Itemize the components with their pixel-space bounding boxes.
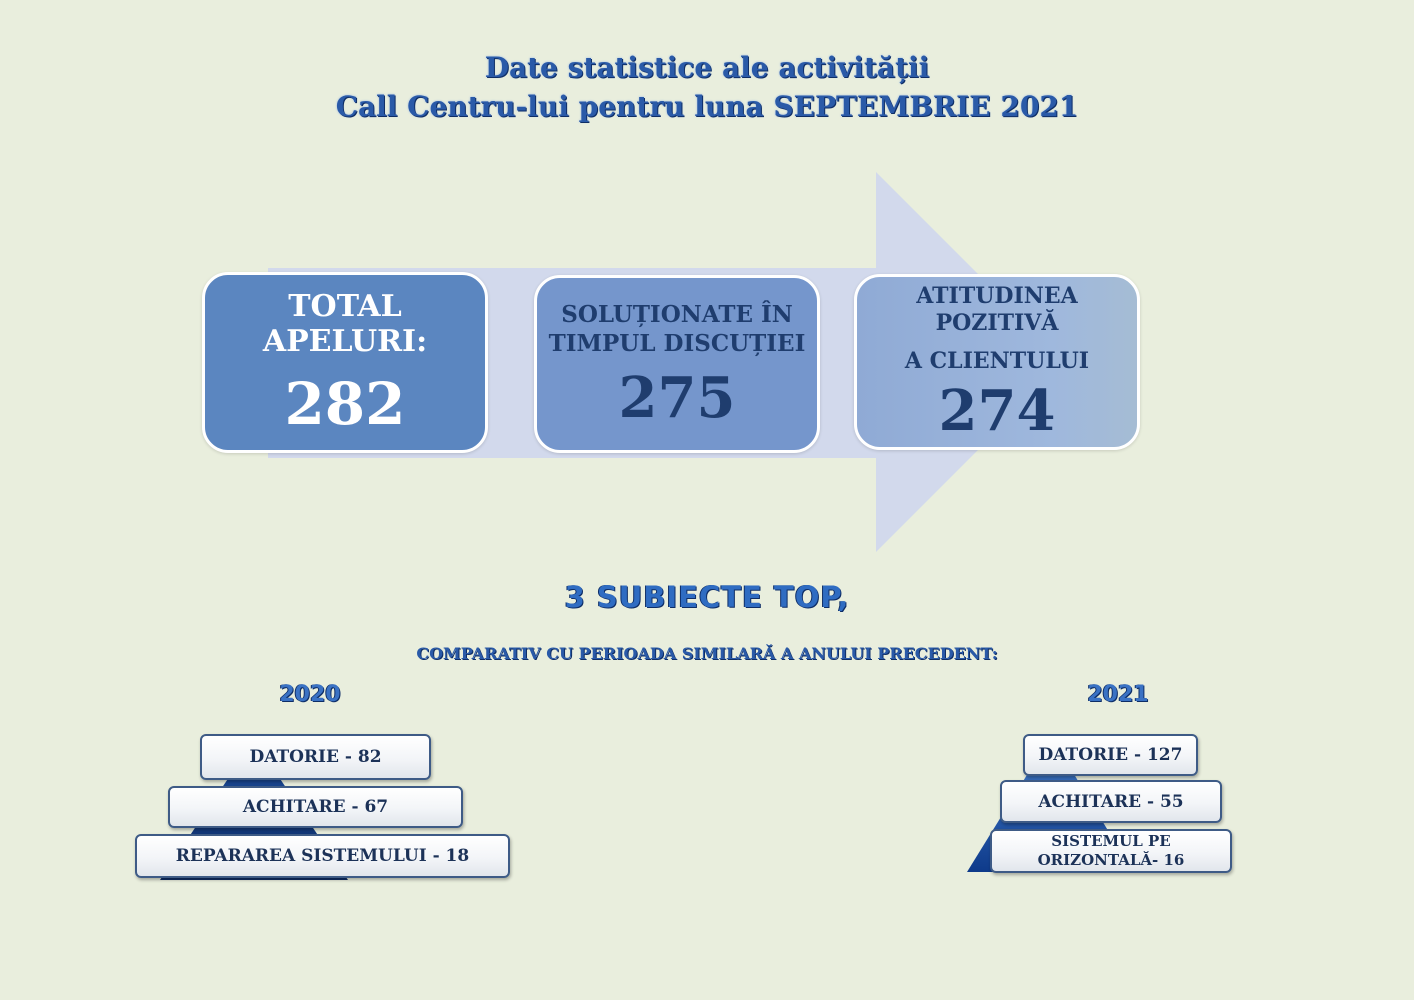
- subject-2021-item-1: DATORIE - 127: [1023, 734, 1198, 776]
- positive-attitude-box: ATITUDINEA POZITIVĂ A CLIENTULUI 274: [854, 274, 1140, 450]
- total-calls-box: TOTAL APELURI: 282: [202, 272, 488, 453]
- total-calls-value: 282: [284, 370, 406, 438]
- title-line-2: Call Centru-lui pentru luna SEPTEMBRIE 2…: [335, 90, 1079, 123]
- year-2021-label: 2021: [1087, 682, 1149, 707]
- year-2020-label: 2020: [279, 682, 341, 707]
- resolved-calls-label: SOLUȚIONATE ÎN TIMPUL DISCUȚIEI: [548, 301, 806, 357]
- subject-2020-item-1: DATORIE - 82: [200, 734, 431, 780]
- page-title: Date statistice ale activității Call Cen…: [0, 48, 1414, 126]
- title-line-1: Date statistice ale activității: [484, 51, 930, 84]
- subject-2021-item-2: ACHITARE - 55: [1000, 780, 1222, 823]
- subject-2020-item-2: ACHITARE - 67: [168, 786, 463, 828]
- resolved-calls-value: 275: [618, 365, 736, 431]
- subject-2021-item-3: SISTEMUL PE ORIZONTALĂ- 16: [990, 829, 1232, 873]
- positive-attitude-label: ATITUDINEA POZITIVĂ A CLIENTULUI: [904, 283, 1090, 374]
- comparison-subheading: COMPARATIV CU PERIOADA SIMILARĂ A ANULUI…: [416, 644, 998, 663]
- resolved-calls-box: SOLUȚIONATE ÎN TIMPUL DISCUȚIEI 275: [534, 275, 820, 453]
- top-subjects-heading: 3 SUBIECTE TOP,: [564, 580, 850, 614]
- total-calls-label: TOTAL APELURI:: [262, 289, 428, 359]
- positive-attitude-value: 274: [938, 378, 1056, 444]
- subject-2020-item-3: REPARAREA SISTEMULUI - 18: [135, 834, 510, 878]
